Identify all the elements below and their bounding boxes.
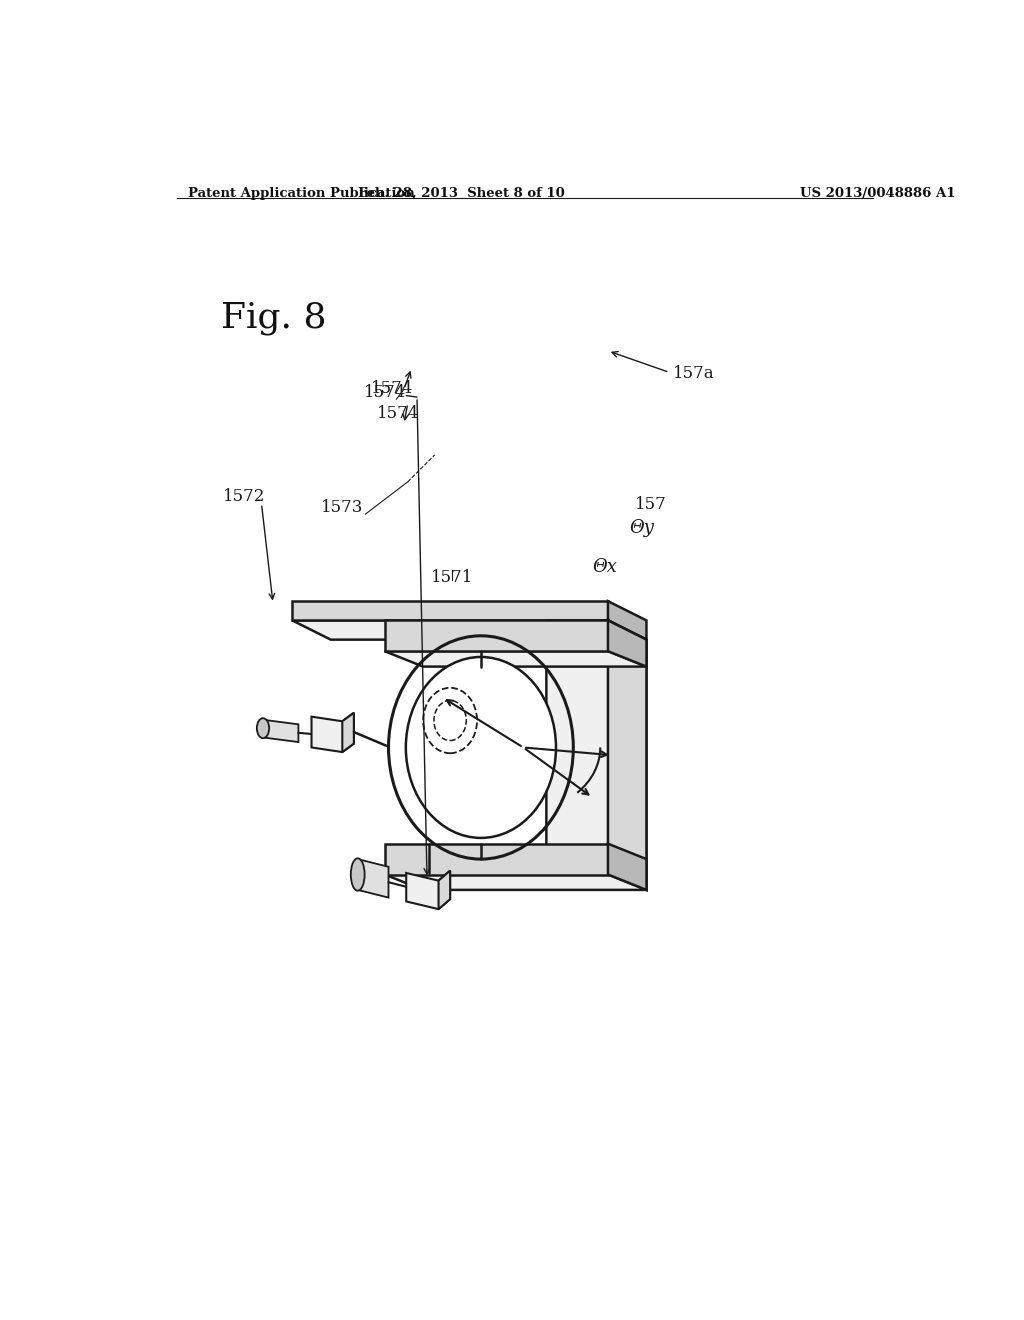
Polygon shape: [438, 871, 451, 909]
Polygon shape: [608, 620, 646, 667]
Text: Fig. 8: Fig. 8: [221, 301, 327, 335]
Polygon shape: [608, 620, 646, 890]
Polygon shape: [342, 713, 354, 752]
Text: 157: 157: [635, 496, 667, 513]
Polygon shape: [292, 620, 646, 640]
Polygon shape: [263, 719, 298, 742]
Polygon shape: [385, 620, 608, 651]
Text: Θx: Θx: [593, 557, 617, 576]
Text: US 2013/0048886 A1: US 2013/0048886 A1: [801, 187, 956, 199]
Polygon shape: [357, 859, 388, 898]
Polygon shape: [407, 871, 451, 909]
Polygon shape: [385, 843, 608, 875]
Polygon shape: [385, 875, 646, 890]
Polygon shape: [547, 620, 646, 890]
Polygon shape: [311, 713, 354, 752]
Text: Patent Application Publication: Patent Application Publication: [188, 187, 415, 199]
Text: Feb. 28, 2013  Sheet 8 of 10: Feb. 28, 2013 Sheet 8 of 10: [358, 187, 565, 199]
Ellipse shape: [351, 858, 365, 891]
Ellipse shape: [257, 718, 269, 738]
Text: 1574: 1574: [364, 384, 406, 401]
Text: 1574: 1574: [371, 380, 414, 397]
Text: 157a: 157a: [674, 366, 715, 383]
Polygon shape: [608, 843, 646, 890]
Ellipse shape: [406, 657, 556, 838]
Text: 1574: 1574: [377, 405, 420, 422]
Polygon shape: [292, 601, 608, 620]
Text: 1571: 1571: [431, 569, 474, 586]
Text: Θy: Θy: [630, 519, 654, 537]
Text: 1572: 1572: [223, 488, 265, 506]
Text: 1573: 1573: [321, 499, 364, 516]
Polygon shape: [385, 651, 646, 667]
Polygon shape: [608, 601, 646, 640]
